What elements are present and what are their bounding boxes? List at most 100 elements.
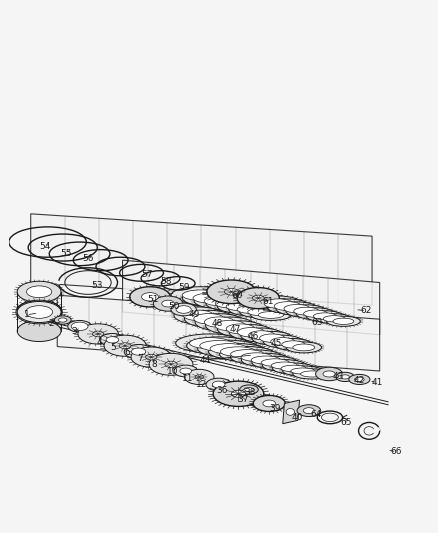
Ellipse shape: [119, 343, 131, 349]
Text: 39: 39: [269, 405, 280, 414]
Ellipse shape: [281, 341, 304, 348]
Text: 46: 46: [247, 332, 258, 341]
Ellipse shape: [271, 362, 297, 369]
Text: 49: 49: [188, 310, 199, 319]
Ellipse shape: [153, 296, 182, 311]
Ellipse shape: [316, 314, 351, 324]
Ellipse shape: [104, 335, 146, 356]
Text: 61: 61: [261, 296, 273, 305]
Ellipse shape: [255, 296, 301, 311]
Ellipse shape: [297, 405, 320, 416]
Ellipse shape: [194, 314, 244, 330]
Ellipse shape: [286, 342, 321, 353]
Ellipse shape: [54, 316, 71, 324]
Ellipse shape: [17, 320, 61, 342]
Ellipse shape: [228, 303, 272, 316]
Ellipse shape: [313, 313, 336, 320]
Ellipse shape: [130, 287, 170, 307]
Text: 55: 55: [60, 248, 71, 257]
Ellipse shape: [274, 338, 311, 350]
Ellipse shape: [17, 281, 61, 302]
Text: 37: 37: [237, 395, 248, 404]
Text: 60: 60: [231, 290, 243, 300]
Ellipse shape: [264, 299, 292, 308]
Ellipse shape: [226, 324, 254, 334]
Ellipse shape: [186, 337, 252, 354]
Ellipse shape: [220, 347, 255, 357]
Ellipse shape: [184, 310, 233, 327]
Ellipse shape: [231, 390, 245, 397]
Ellipse shape: [204, 296, 236, 306]
Ellipse shape: [67, 320, 91, 332]
Text: 38: 38: [244, 389, 255, 398]
Ellipse shape: [26, 286, 52, 298]
Ellipse shape: [340, 375, 349, 379]
Ellipse shape: [270, 337, 294, 345]
Text: 4: 4: [96, 338, 102, 347]
Ellipse shape: [182, 290, 218, 301]
Ellipse shape: [131, 348, 145, 355]
Text: 3: 3: [71, 327, 77, 336]
Text: 43: 43: [332, 373, 343, 382]
Ellipse shape: [335, 372, 353, 382]
Ellipse shape: [282, 366, 322, 376]
Ellipse shape: [184, 369, 214, 384]
Text: 42: 42: [353, 376, 364, 385]
Ellipse shape: [292, 344, 314, 351]
Text: 12: 12: [196, 380, 207, 389]
Ellipse shape: [274, 302, 300, 311]
Ellipse shape: [106, 337, 119, 343]
Ellipse shape: [322, 316, 344, 322]
Ellipse shape: [199, 341, 239, 351]
Ellipse shape: [78, 324, 118, 344]
Ellipse shape: [247, 309, 273, 316]
Ellipse shape: [262, 400, 275, 407]
Ellipse shape: [252, 295, 264, 301]
Ellipse shape: [204, 317, 234, 327]
Ellipse shape: [182, 290, 237, 306]
Ellipse shape: [219, 346, 275, 362]
Text: 8: 8: [151, 360, 156, 369]
Ellipse shape: [124, 344, 152, 359]
Ellipse shape: [183, 310, 213, 321]
Ellipse shape: [173, 307, 223, 324]
Ellipse shape: [258, 312, 283, 318]
Ellipse shape: [217, 300, 263, 313]
Polygon shape: [282, 400, 299, 424]
Text: 51: 51: [147, 295, 158, 304]
Polygon shape: [31, 214, 371, 305]
Ellipse shape: [237, 288, 279, 309]
Ellipse shape: [131, 347, 171, 367]
Ellipse shape: [322, 371, 334, 377]
Text: 50: 50: [168, 302, 179, 311]
Ellipse shape: [189, 337, 230, 349]
Ellipse shape: [25, 306, 53, 318]
Ellipse shape: [175, 334, 244, 352]
Ellipse shape: [240, 353, 272, 361]
Ellipse shape: [180, 368, 191, 374]
Text: 66: 66: [390, 447, 401, 456]
Text: 64: 64: [310, 410, 321, 419]
Ellipse shape: [303, 408, 314, 414]
Text: 63: 63: [311, 318, 322, 327]
Ellipse shape: [265, 299, 309, 313]
Text: 65: 65: [339, 418, 351, 427]
Ellipse shape: [293, 307, 318, 315]
Ellipse shape: [205, 296, 254, 311]
Ellipse shape: [251, 356, 298, 369]
Text: 7: 7: [137, 354, 143, 363]
Ellipse shape: [195, 375, 203, 379]
Ellipse shape: [194, 294, 246, 309]
Ellipse shape: [272, 363, 314, 374]
Ellipse shape: [239, 306, 281, 318]
Ellipse shape: [17, 300, 61, 321]
Text: 57: 57: [141, 270, 152, 279]
Ellipse shape: [176, 306, 191, 313]
Ellipse shape: [250, 310, 290, 320]
Ellipse shape: [262, 360, 306, 372]
Ellipse shape: [206, 280, 255, 304]
Ellipse shape: [300, 371, 323, 377]
Ellipse shape: [212, 381, 224, 388]
Text: 62: 62: [360, 306, 371, 315]
Polygon shape: [57, 295, 379, 371]
